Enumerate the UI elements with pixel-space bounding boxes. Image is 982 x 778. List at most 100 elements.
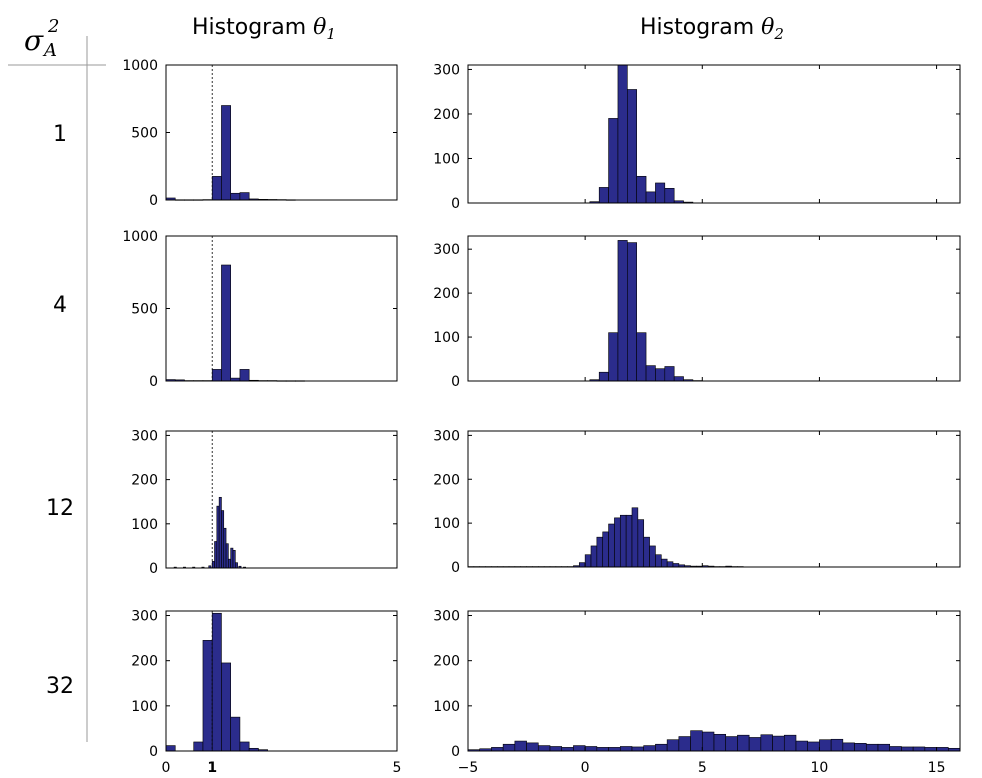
column-title-theta2: Histogram θ2 <box>640 15 784 43</box>
bar-r32-theta2-37 <box>901 746 914 752</box>
bar-r32-theta2-11 <box>596 747 609 752</box>
bar-r1-theta1-7 <box>230 192 241 201</box>
sigma-subscript: A <box>42 40 57 61</box>
bar-r32-theta1-2 <box>193 741 204 752</box>
bar-r4-theta2-5 <box>636 332 647 382</box>
axes-frame-r4-theta1 <box>165 235 398 382</box>
bar-r32-theta1-5 <box>221 662 231 752</box>
ytick-label-r1-theta2-200: 200 <box>433 107 460 123</box>
bar-r12-theta1-14 <box>232 550 236 569</box>
ytick-label-r12-theta1-0: 0 <box>149 561 158 577</box>
bar-r12-theta2-27 <box>625 514 633 568</box>
ytick-label-r32-theta1-0: 0 <box>149 744 158 760</box>
ytick-label-r32-theta2-100: 100 <box>433 699 460 715</box>
ytick-label-r32-theta2-200: 200 <box>433 654 460 670</box>
panel-r32-theta1: 0 100 200 300 0 1 5 <box>131 609 401 776</box>
bar-r12-theta1-8 <box>218 496 222 569</box>
bar-r12-theta2-33 <box>660 558 668 568</box>
bar-r4-theta2-4 <box>627 242 637 382</box>
ytick-label-r1-theta2-100: 100 <box>433 151 460 167</box>
row-label-32: 32 <box>46 674 74 699</box>
bar-r1-theta2-6 <box>645 191 656 204</box>
ytick-label-r12-theta2-0: 0 <box>451 560 460 576</box>
bar-r32-theta2-21 <box>713 733 727 752</box>
bar-r12-theta2-20 <box>584 554 592 568</box>
bar-r32-theta1-4 <box>211 612 222 752</box>
xtick-label-r32-theta2-15: 15 <box>928 760 946 776</box>
bar-r1-theta2-5 <box>636 175 647 204</box>
xtick-label-r32-theta2-10: 10 <box>811 760 829 776</box>
bar-r12-theta1-9 <box>221 510 225 569</box>
bar-r32-theta2-38 <box>912 746 926 752</box>
ytick-label-r12-theta2-100: 100 <box>433 516 460 532</box>
bar-r32-theta2-9 <box>573 745 586 752</box>
ytick-label-r12-theta1-200: 200 <box>131 473 158 489</box>
ytick-label-r32-theta1-200: 200 <box>131 654 158 670</box>
sigma-header: σ 2 A <box>24 16 59 61</box>
bar-r32-theta1-0 <box>165 745 176 752</box>
bar-r1-theta1-8 <box>239 192 250 201</box>
bar-r12-theta2-34 <box>666 561 674 568</box>
bar-r32-theta2-30 <box>819 739 832 752</box>
bar-r32-theta2-40 <box>936 747 949 752</box>
bar-r12-theta2-24 <box>608 523 615 568</box>
bar-r32-theta2-36 <box>889 746 902 752</box>
xtick-label-r32-theta1-5: 5 <box>393 760 402 776</box>
bar-r1-theta2-3 <box>617 64 628 204</box>
bar-r12-theta1-10 <box>223 527 227 569</box>
bar-r4-theta2-9 <box>673 376 684 382</box>
bar-r32-theta2-22 <box>725 736 738 752</box>
bar-r1-theta1-5 <box>211 176 222 201</box>
bar-r12-theta1-13 <box>230 547 234 569</box>
row-label-4: 4 <box>53 293 67 318</box>
bar-r12-theta1-6 <box>214 541 218 569</box>
sigma-superscript: 2 <box>47 16 59 37</box>
panel-r1-theta1: 0 500 1000 <box>122 58 398 209</box>
bar-r32-theta2-10 <box>584 746 598 752</box>
panel-r4-theta1: 0 500 1000 <box>122 229 398 390</box>
row-label-1: 1 <box>53 122 67 147</box>
bar-r1-theta2-8 <box>664 188 675 204</box>
bar-r12-theta2-23 <box>602 531 609 568</box>
bar-r32-theta2-17 <box>666 739 680 752</box>
bar-r12-theta2-29 <box>637 519 645 568</box>
bar-r4-theta1-8 <box>239 369 250 382</box>
bar-r1-theta2-1 <box>598 187 609 204</box>
panel-r4-theta2: 0 100 200 300 <box>433 235 961 390</box>
bar-r32-theta1-6 <box>230 716 241 752</box>
xtick-label-r32-theta2-0: 0 <box>581 760 590 776</box>
bar-r32-theta2-39 <box>924 747 937 752</box>
bar-r32-theta2-20 <box>701 731 715 752</box>
sigma-symbol: σ <box>24 24 44 57</box>
bar-r1-theta2-4 <box>627 89 637 204</box>
bar-r32-theta2-27 <box>783 734 797 752</box>
ytick-label-r1-theta1-1000: 1000 <box>122 58 158 74</box>
ytick-label-r1-theta2-300: 300 <box>433 62 460 78</box>
bar-r32-theta2-14 <box>631 746 645 752</box>
xtick-label-r32-theta1-1: 1 <box>207 760 217 776</box>
ytick-label-r4-theta1-500: 500 <box>131 302 158 318</box>
bar-r1-theta2-7 <box>655 182 666 204</box>
bar-r12-theta2-32 <box>655 554 662 568</box>
panel-r12-theta2: 0 100 200 300 <box>433 428 961 576</box>
bar-r12-theta1-15 <box>235 562 238 569</box>
bar-r4-theta2-3 <box>617 240 628 382</box>
bar-r4-theta1-5 <box>211 369 222 382</box>
bar-r32-theta2-15 <box>643 745 656 752</box>
bar-r1-theta2-2 <box>608 118 619 204</box>
ytick-label-r32-theta2-300: 300 <box>433 609 460 625</box>
column-title-theta1: Histogram θ1 <box>192 15 336 43</box>
ytick-label-r4-theta2-300: 300 <box>433 242 460 258</box>
bar-r32-theta2-33 <box>854 743 867 752</box>
panel-r1-theta2: 0 100 200 300 <box>433 62 961 212</box>
axes-frame-r4-theta2 <box>467 235 961 382</box>
bar-r32-theta2-18 <box>678 736 691 752</box>
bar-r12-theta2-26 <box>619 514 627 568</box>
ytick-label-r12-theta2-300: 300 <box>433 428 460 444</box>
bar-r32-theta2-4 <box>514 740 527 752</box>
bar-r32-theta2-13 <box>619 746 633 752</box>
bar-r32-theta2-24 <box>748 737 762 752</box>
bar-r12-theta2-28 <box>631 507 639 568</box>
bar-r32-theta2-28 <box>795 740 809 752</box>
